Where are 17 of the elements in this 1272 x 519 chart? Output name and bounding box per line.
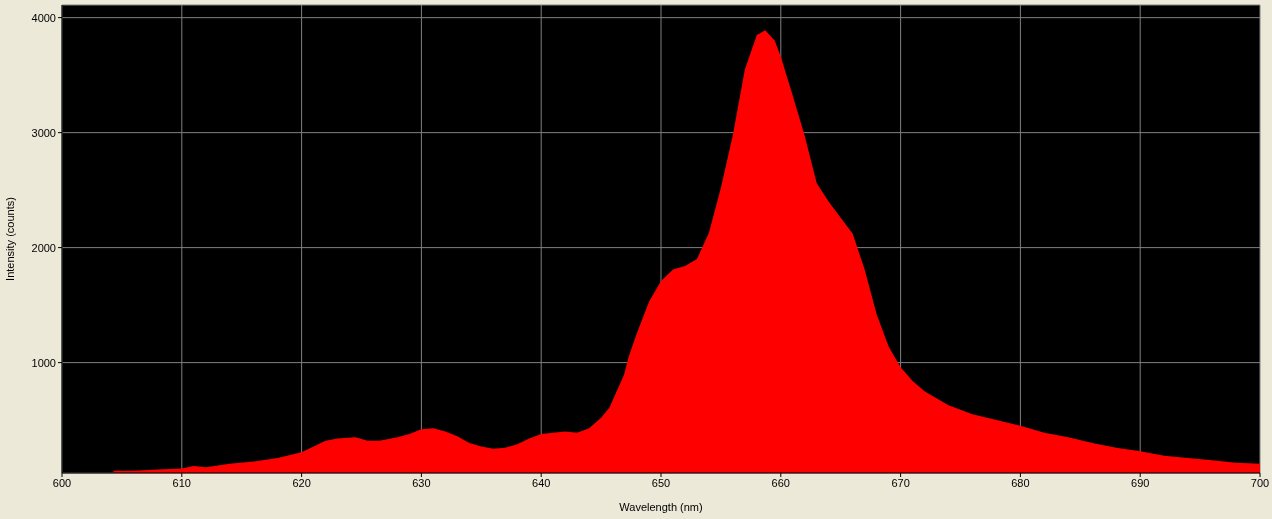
y-axis-title: Intensity (counts) [3,197,16,281]
x-axis-title: Wavelength (nm) [619,501,703,513]
x-tick-label: 600 [52,476,72,489]
x-tick-label: 700 [1250,476,1270,489]
y-tick-label: 1000 [31,356,56,369]
x-tick-label: 650 [651,476,671,489]
x-tick-label: 660 [771,476,790,489]
x-tick-label: 640 [532,476,551,489]
x-tick-label: 620 [292,476,311,489]
x-tick-label: 680 [1011,476,1030,489]
y-tick-label: 2000 [31,241,56,254]
x-tick-label: 630 [412,476,431,489]
y-tick-label: 3000 [31,126,56,139]
x-tick-label: 670 [891,476,910,489]
x-tick-label: 610 [172,476,191,489]
x-tick-label: 690 [1131,476,1150,489]
y-tick-label: 4000 [31,11,56,24]
